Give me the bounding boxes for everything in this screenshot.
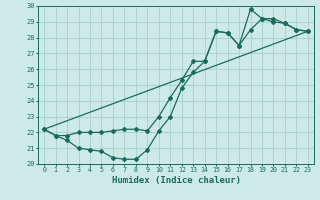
X-axis label: Humidex (Indice chaleur): Humidex (Indice chaleur) xyxy=(111,176,241,185)
